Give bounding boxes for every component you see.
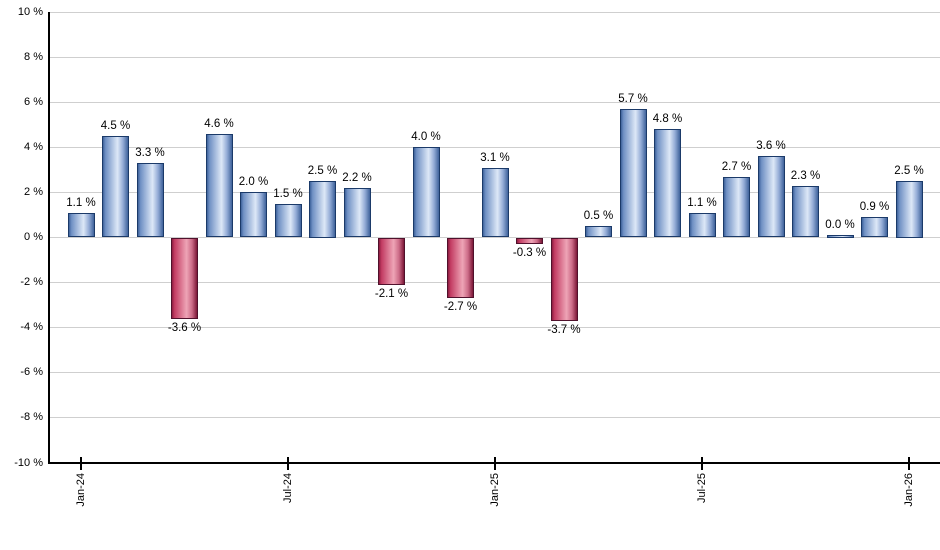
gridline — [50, 237, 940, 238]
gridline — [50, 56, 940, 58]
bar — [447, 237, 474, 299]
x-axis-tick — [494, 457, 496, 470]
y-axis-tick-label: 10 % — [17, 5, 43, 18]
bar — [550, 237, 578, 321]
x-axis-tick — [908, 457, 910, 470]
bar — [240, 192, 267, 238]
bar-value-label: 0.0 % — [825, 219, 855, 231]
bar — [619, 108, 647, 238]
x-axis-tick-label: Jan-25 — [489, 473, 501, 507]
x-axis-tick — [80, 457, 82, 470]
bar-value-label: -3.6 % — [167, 321, 202, 334]
bar-value-label: -2.1 % — [374, 287, 409, 300]
bar-value-label: 0.5 % — [583, 210, 614, 223]
bar — [861, 217, 888, 238]
bar — [171, 237, 198, 319]
bar-value-label: 1.5 % — [273, 187, 303, 200]
y-axis-tick-label: -10 % — [14, 456, 43, 469]
bar — [412, 147, 440, 238]
y-axis-tick-label: -2 % — [20, 276, 43, 289]
bar-value-label: 4.5 % — [100, 120, 131, 133]
bar — [585, 226, 612, 238]
x-axis-tick-label: Jan-24 — [75, 473, 87, 507]
bar — [895, 181, 923, 238]
bar — [792, 185, 819, 238]
x-axis-tick — [287, 457, 289, 470]
y-axis-tick-label: 4 % — [24, 140, 43, 153]
bar — [757, 156, 785, 238]
y-axis-tick-label: -4 % — [20, 321, 43, 334]
bar — [136, 163, 164, 238]
gridline — [50, 327, 940, 329]
y-axis-tick-label: 2 % — [24, 185, 43, 198]
bar-value-label: 2.0 % — [238, 176, 269, 189]
bar-value-label: -2.7 % — [443, 301, 478, 314]
bar — [481, 167, 509, 238]
bar-value-label: 1.1 % — [66, 196, 96, 209]
y-axis-tick-label: -8 % — [20, 411, 43, 424]
y-axis-tick-label: 8 % — [24, 50, 43, 63]
bar — [205, 133, 233, 238]
bar-value-label: 3.1 % — [480, 151, 510, 164]
x-axis-tick-label: Jul-25 — [696, 473, 708, 503]
bar-value-label: -3.7 % — [547, 323, 581, 336]
bar-value-label: 2.7 % — [721, 160, 752, 173]
bar — [378, 237, 405, 285]
bar — [343, 187, 371, 238]
bar — [274, 203, 302, 238]
gridline — [50, 372, 940, 374]
bar-value-label: 2.5 % — [307, 165, 338, 178]
bar — [688, 212, 716, 238]
bar-value-label: 4.0 % — [411, 131, 441, 144]
bar-value-label: 1.1 % — [687, 196, 717, 209]
y-axis-tick-label: 0 % — [24, 231, 43, 243]
x-axis-tick-label: Jan-26 — [903, 473, 915, 507]
gridline — [50, 417, 940, 419]
bar — [516, 237, 543, 245]
bar-value-label: 3.6 % — [756, 140, 786, 153]
y-axis-tick-label: -6 % — [20, 366, 43, 379]
bar-value-label: 3.3 % — [135, 147, 165, 160]
gridline — [50, 101, 940, 103]
bar-value-label: -0.3 % — [512, 247, 547, 260]
gridline — [50, 282, 940, 284]
bar-value-label: 4.8 % — [652, 113, 683, 126]
y-axis-tick-label: 6 % — [24, 95, 43, 108]
gridline — [50, 146, 940, 148]
x-axis-tick-label: Jul-24 — [282, 473, 294, 503]
bar — [654, 129, 681, 238]
bar — [723, 176, 750, 238]
bar — [826, 235, 854, 238]
gridline — [50, 11, 940, 13]
bar-value-label: 2.2 % — [342, 171, 372, 184]
y-axis-line — [48, 12, 50, 464]
bar — [102, 136, 129, 238]
bar — [309, 181, 336, 238]
bar-value-label: 2.5 % — [894, 165, 924, 178]
bar-value-label: 2.3 % — [790, 169, 821, 182]
bar-value-label: 0.9 % — [859, 201, 890, 214]
x-axis-tick — [701, 457, 703, 470]
bar-value-label: 5.7 % — [618, 92, 648, 105]
bar — [67, 212, 95, 238]
bar-value-label: 4.6 % — [204, 117, 234, 130]
